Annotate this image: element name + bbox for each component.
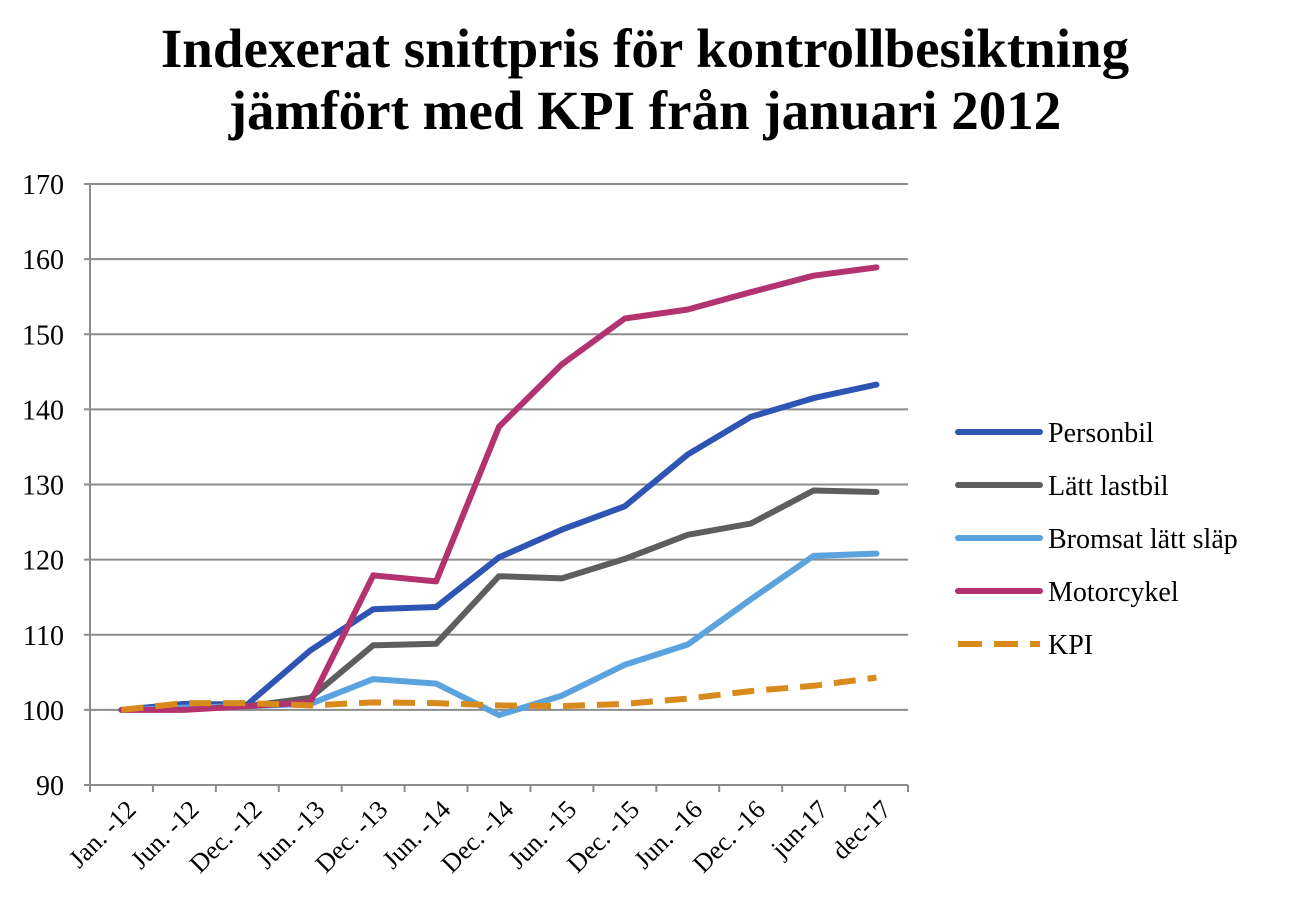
y-tick-label: 140 bbox=[22, 395, 64, 426]
axes bbox=[84, 183, 909, 792]
y-tick-label: 150 bbox=[22, 320, 64, 351]
chart-title-line-2: jämfört med KPI från januari 2012 bbox=[228, 80, 1062, 141]
series-line bbox=[118, 264, 880, 713]
legend: Personbil Lätt lastbil Bromsat lätt släp Mo… bbox=[955, 418, 1238, 661]
y-tick-label: 170 bbox=[22, 170, 64, 201]
series-line bbox=[118, 487, 880, 713]
chart-title: Indexerat snittpris för kontrollbesiktni… bbox=[0, 18, 1290, 142]
series-line bbox=[121, 674, 877, 713]
series-lines bbox=[118, 264, 880, 719]
chart-title-line-1: Indexerat snittpris för kontrollbesiktni… bbox=[160, 18, 1130, 79]
y-tick-labels: 90 100 110 120 130 140 150 160 170 bbox=[22, 170, 64, 802]
legend-label: Motorcykel bbox=[1048, 577, 1179, 608]
legend-label: Bromsat lätt släp bbox=[1048, 524, 1238, 555]
y-tick-label: 110 bbox=[23, 621, 64, 652]
legend-label: KPI bbox=[1048, 630, 1093, 661]
x-tick-label: jun-17 bbox=[765, 795, 834, 864]
y-tick-label: 120 bbox=[22, 546, 64, 577]
x-tick-label: dec-17 bbox=[826, 795, 897, 866]
legend-label: Personbil bbox=[1048, 418, 1154, 449]
y-tick-label: 160 bbox=[22, 245, 64, 276]
y-tick-label: 100 bbox=[22, 696, 64, 727]
gridlines bbox=[90, 183, 908, 711]
y-tick-label: 130 bbox=[22, 471, 64, 502]
x-tick-label: Jan. -12 bbox=[63, 795, 142, 874]
y-tick-label: 90 bbox=[36, 771, 64, 802]
legend-label: Lätt lastbil bbox=[1048, 471, 1169, 502]
